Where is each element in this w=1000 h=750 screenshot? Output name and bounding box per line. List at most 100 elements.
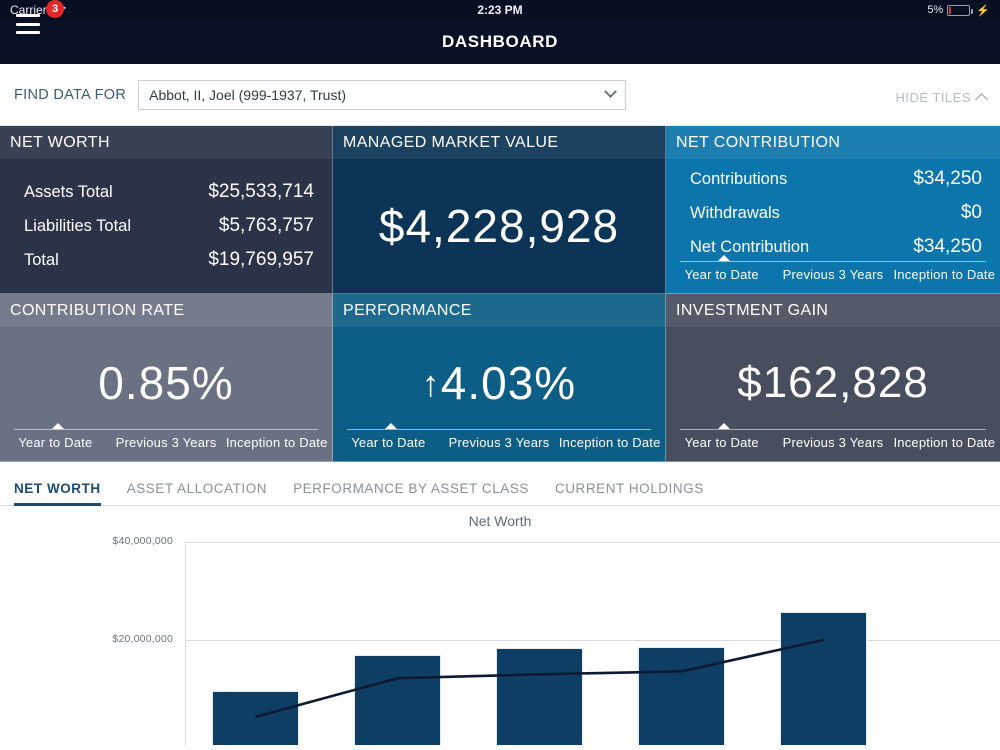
period-option-inception-to-date[interactable]: Inception to Date <box>225 435 328 450</box>
account-select-value: Abbot, II, Joel (999-1937, Trust) <box>149 86 347 103</box>
chart-bar <box>638 646 725 745</box>
row-label: Contributions <box>690 170 788 188</box>
tile-net-worth[interactable]: NET WORTH Assets Total $25,533,714 Liabi… <box>0 126 333 294</box>
hamburger-menu-icon[interactable]: 3 <box>16 0 64 34</box>
tile-title: MANAGED MARKET VALUE <box>333 126 665 159</box>
tile-title: NET CONTRIBUTION <box>666 126 1000 159</box>
row-value: $25,533,714 <box>208 181 314 202</box>
period-option-inception-to-date[interactable]: Inception to Date <box>893 267 996 282</box>
tile-body: Contributions $34,250 Withdrawals $0 Net… <box>666 159 1000 293</box>
row-value: $34,250 <box>913 168 982 189</box>
status-bar-right: 5% ⚡ <box>927 4 990 17</box>
tile-title: INVESTMENT GAIN <box>666 294 1000 327</box>
period-divider <box>14 429 318 430</box>
find-data-bar: FIND DATA FOR Abbot, II, Joel (999-1937,… <box>0 64 1000 126</box>
row-value: $5,763,757 <box>218 215 314 236</box>
row-label: Total <box>24 251 59 269</box>
row-value: $34,250 <box>913 236 982 257</box>
clock: 2:23 PM <box>477 3 523 17</box>
navigation-bar: 3 DASHBOARD <box>0 0 1000 64</box>
period-option-year-to-date[interactable]: Year to Date <box>351 435 426 450</box>
period-selected-caret <box>718 255 730 261</box>
tile-body: $4,228,928 <box>333 159 665 293</box>
period-options: Year to Date Previous 3 Years Inception … <box>666 267 1000 282</box>
period-divider <box>680 261 986 262</box>
tile-contribution-rate[interactable]: CONTRIBUTION RATE 0.85% Year to Date Pre… <box>0 294 333 462</box>
chart-bar <box>354 654 441 745</box>
y-axis-tick-label: $20,000,000 <box>112 633 173 645</box>
period-option-year-to-date[interactable]: Year to Date <box>684 267 759 282</box>
tile-body: $162,828 Year to Date Previous 3 Years I… <box>666 327 1000 461</box>
tab-current-holdings[interactable]: CURRENT HOLDINGS <box>554 481 704 496</box>
net-worth-chart: Net Worth $20,000,000 $40,000,000 <box>0 506 1000 745</box>
tab-net-worth[interactable]: NET WORTH <box>14 481 101 506</box>
period-option-previous-3-years[interactable]: Previous 3 Years <box>448 435 550 450</box>
content-tab-strip: NET WORTH ASSET ALLOCATION PERFORMANCE B… <box>0 462 1000 506</box>
tile-value: 0.85% <box>98 357 234 409</box>
tab-performance-by-asset-class[interactable]: PERFORMANCE BY ASSET CLASS <box>293 481 529 496</box>
tile-row: Net Contribution $34,250 <box>690 230 982 264</box>
page-title: DASHBOARD <box>442 32 558 51</box>
period-options: Year to Date Previous 3 Years Inception … <box>666 435 1000 450</box>
chart-title: Net Worth <box>468 513 532 529</box>
period-option-previous-3-years[interactable]: Previous 3 Years <box>115 435 217 450</box>
hide-tiles-button[interactable]: HIDE TILES <box>895 90 988 106</box>
chart-plot-area: $20,000,000 $40,000,000 <box>0 506 1000 745</box>
tile-title: NET WORTH <box>0 126 332 159</box>
period-option-year-to-date[interactable]: Year to Date <box>18 435 93 450</box>
tile-body: ↑4.03% Year to Date Previous 3 Years Inc… <box>333 327 665 461</box>
period-divider <box>347 429 651 430</box>
period-tab-selector: Year to Date Previous 3 Years Inception … <box>333 423 665 461</box>
tile-row: Assets Total $25,533,714 <box>24 175 314 209</box>
chart-bar <box>780 612 867 745</box>
tile-rows: Assets Total $25,533,714 Liabilities Tot… <box>0 175 332 277</box>
period-options: Year to Date Previous 3 Years Inception … <box>0 435 332 450</box>
period-option-previous-3-years[interactable]: Previous 3 Years <box>782 267 884 282</box>
kpi-tile-grid: NET WORTH Assets Total $25,533,714 Liabi… <box>0 126 1000 462</box>
tile-investment-gain[interactable]: INVESTMENT GAIN $162,828 Year to Date Pr… <box>666 294 1000 462</box>
chart-gridline <box>185 542 1000 543</box>
row-label: Assets Total <box>24 183 113 201</box>
tile-value-wrap: ↑4.03% <box>333 360 665 406</box>
row-value: $0 <box>960 202 982 223</box>
tile-performance[interactable]: PERFORMANCE ↑4.03% Year to Date Previous… <box>333 294 666 462</box>
period-option-inception-to-date[interactable]: Inception to Date <box>558 435 661 450</box>
tile-title: PERFORMANCE <box>333 294 665 327</box>
tile-rows: Contributions $34,250 Withdrawals $0 Net… <box>666 162 1000 290</box>
tile-row: Contributions $34,250 <box>690 162 982 196</box>
period-option-year-to-date[interactable]: Year to Date <box>684 435 759 450</box>
tile-body: Assets Total $25,533,714 Liabilities Tot… <box>0 159 332 293</box>
tab-asset-allocation[interactable]: ASSET ALLOCATION <box>126 481 268 496</box>
tile-managed-market-value[interactable]: MANAGED MARKET VALUE $4,228,928 <box>333 126 666 294</box>
lightning-bolt-icon: ⚡ <box>976 4 990 17</box>
tile-net-contribution[interactable]: NET CONTRIBUTION Contributions $34,250 W… <box>666 126 1000 294</box>
tile-row: Liabilities Total $5,763,757 <box>24 209 314 243</box>
carrier-label: Carrier <box>10 3 47 17</box>
period-divider <box>680 429 986 430</box>
find-data-label: FIND DATA FOR <box>14 86 127 103</box>
chart-line-series <box>255 638 824 719</box>
notification-badge[interactable]: 3 <box>46 0 64 18</box>
period-tab-selector: Year to Date Previous 3 Years Inception … <box>0 423 332 461</box>
chart-gridline <box>185 640 1000 641</box>
period-tab-selector: Year to Date Previous 3 Years Inception … <box>666 423 1000 461</box>
period-option-inception-to-date[interactable]: Inception to Date <box>893 435 996 450</box>
battery-icon <box>947 4 974 16</box>
period-tab-selector: Year to Date Previous 3 Years Inception … <box>666 255 1000 293</box>
hide-tiles-label: HIDE TILES <box>895 90 971 105</box>
period-selected-caret <box>385 423 397 429</box>
y-axis-tick-label: $40,000,000 <box>112 535 173 547</box>
tile-value: $4,228,928 <box>378 200 620 252</box>
period-selected-caret <box>718 423 730 429</box>
tile-value: $162,828 <box>737 358 929 407</box>
arrow-up-icon: ↑ <box>421 363 441 404</box>
chart-bar <box>496 647 583 745</box>
chevron-up-icon <box>975 93 988 106</box>
account-select[interactable]: Abbot, II, Joel (999-1937, Trust) <box>138 79 627 110</box>
period-option-previous-3-years[interactable]: Previous 3 Years <box>782 435 884 450</box>
row-label: Liabilities Total <box>24 217 132 235</box>
period-selected-caret <box>52 423 64 429</box>
tile-row: Total $19,769,957 <box>24 243 314 277</box>
row-value: $19,769,957 <box>208 249 314 270</box>
